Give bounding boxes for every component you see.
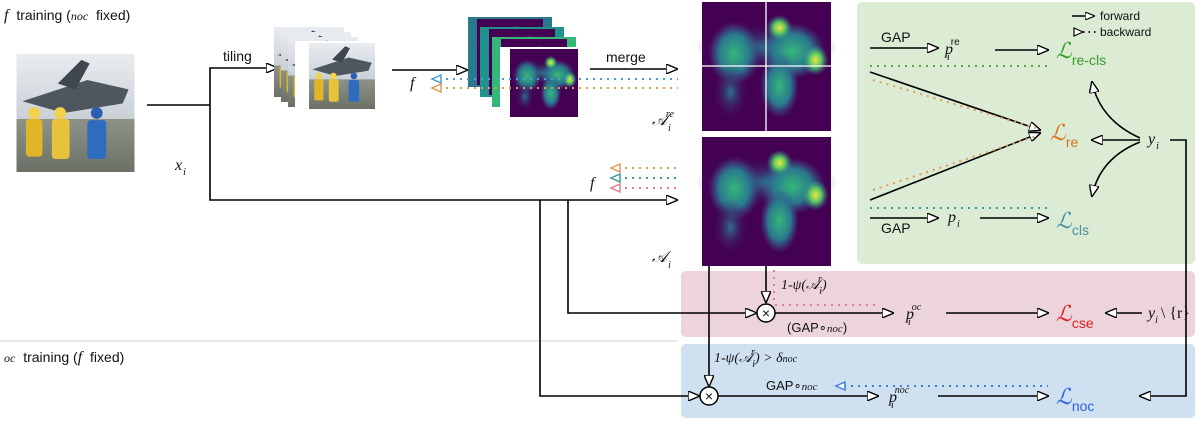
section-f-training-title: f training (noc fixed) [4, 7, 130, 24]
heatmap-stack [468, 17, 588, 119]
legend: forward backward [1072, 9, 1151, 39]
p-noc-label: pinoc [888, 385, 910, 411]
green-panel [857, 2, 1195, 264]
l-cse-label: ℒcse [1056, 301, 1094, 331]
f-mid-label: f [590, 175, 597, 192]
gap-noc-cse-label: (GAP∘noc) [787, 320, 847, 335]
legend-forward-label: forward [1100, 9, 1140, 23]
p-cls-label: pi [947, 209, 960, 230]
lre-backward-dots-up [872, 79, 1037, 129]
x-to-cse-path [567, 200, 756, 313]
f-top-label: f [410, 75, 417, 92]
y-to-lcls-curve [1092, 141, 1141, 196]
a-to-lre-line [869, 133, 1040, 201]
tiling-arrow [209, 68, 277, 105]
a-re-to-lre-line [869, 71, 1040, 130]
gap-top-label: GAP [881, 29, 911, 45]
backward-arrowhead-pink-mid [609, 182, 621, 194]
backward-arrowhead-orange-top [430, 82, 442, 94]
y-minus-r-label: yi \ {r} [1146, 305, 1190, 326]
blue-panel [681, 344, 1195, 418]
gap-bottom-label: GAP [881, 220, 911, 236]
legend-backward-arrow [1073, 27, 1085, 37]
pink-panel [681, 271, 1195, 337]
y-to-lnoc-path [1140, 139, 1187, 396]
merge-label: merge [606, 49, 646, 65]
psi-cse-label: 1-ψ(𝒜ir) [781, 274, 827, 297]
x-i-label: xi [174, 157, 186, 178]
section-oc-training-title: oc training (f fixed) [4, 349, 124, 366]
p-re-label: pire [944, 37, 960, 63]
y-i-label: yi [1146, 131, 1159, 152]
l-cls-label: ℒcls [1056, 208, 1089, 238]
x-to-a-path [209, 105, 677, 200]
a-i-label: 𝒜i [652, 249, 672, 271]
heatmap-a-i [696, 137, 838, 266]
legend-backward-label: backward [1100, 25, 1151, 39]
tiling-label: tiling [223, 48, 252, 64]
tile-stack [274, 27, 389, 111]
x-to-noc-path [539, 200, 699, 396]
lre-backward-dots-down [872, 135, 1037, 191]
l-re-label: ℒre [1050, 120, 1079, 150]
backward-arrowhead-blue-top [430, 73, 442, 85]
l-noc-label: ℒnoc [1056, 384, 1094, 414]
backward-arrowhead-orange-mid [609, 162, 621, 174]
gap-noc-label: GAP∘noc [766, 378, 818, 393]
a-re-label: 𝒜ire [652, 109, 674, 134]
y-to-lrecls-curve [1092, 82, 1141, 139]
cse-multiply-symbol: × [762, 305, 770, 321]
input-image [17, 54, 135, 172]
l-re-cls-label: ℒre-cls [1056, 38, 1106, 68]
p-oc-label: pioc [905, 302, 922, 328]
noc-multiply-symbol: × [705, 388, 713, 404]
backward-arrowhead-teal-mid [609, 172, 621, 184]
psi-noc-label: 1-ψ(𝒜ir) > δnoc [714, 347, 798, 370]
noc-backward-arrowhead [834, 380, 846, 392]
